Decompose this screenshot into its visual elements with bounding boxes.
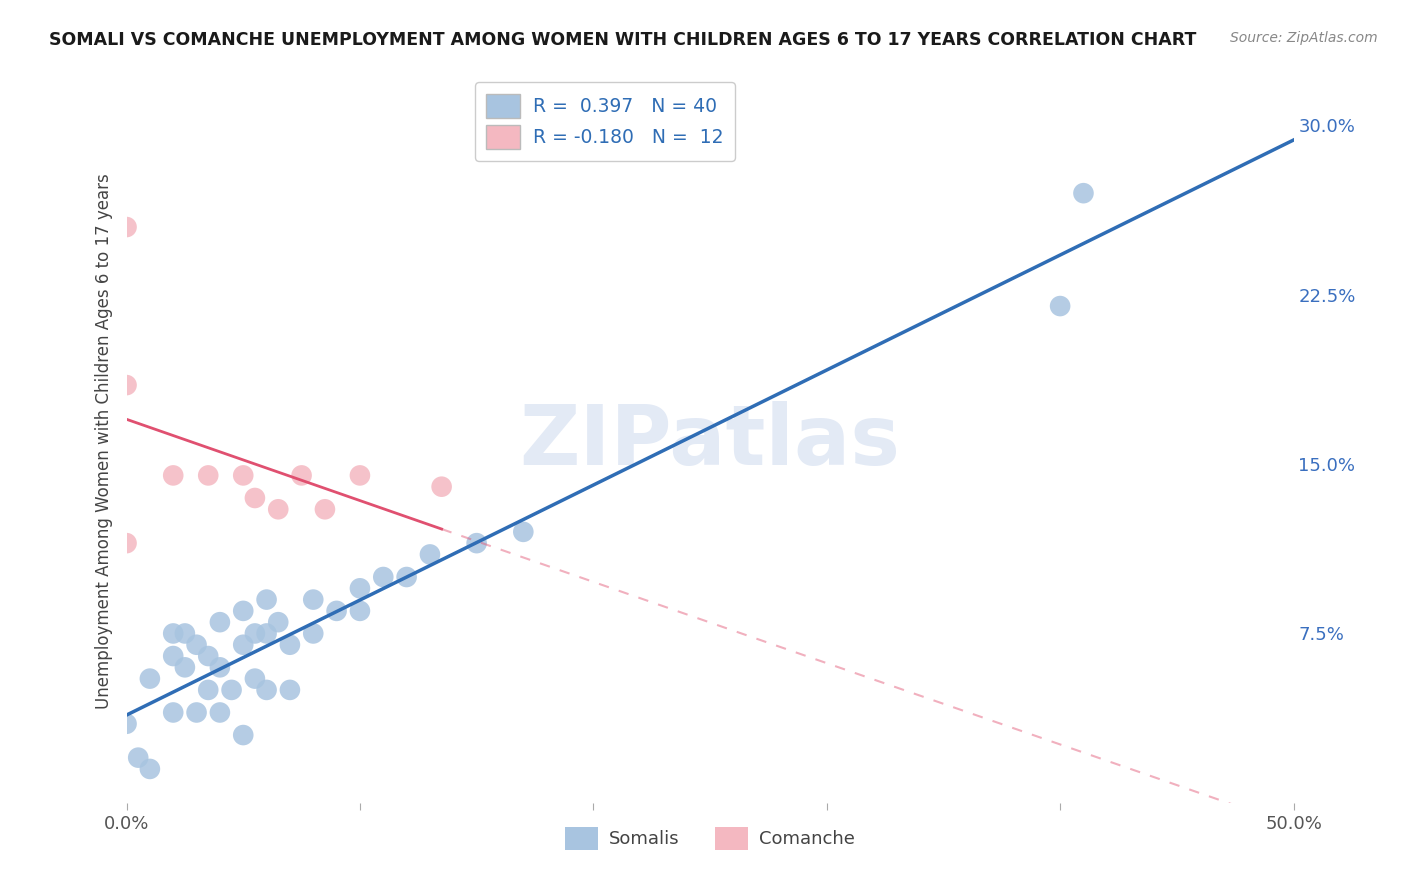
Point [197, 682, 219, 697]
Point [115, 220, 138, 235]
Point [349, 468, 371, 483]
Point [115, 716, 138, 731]
Point [162, 626, 184, 640]
Point [465, 536, 488, 550]
Point [162, 468, 184, 483]
Point [162, 706, 184, 720]
Point [243, 672, 266, 686]
Text: SOMALI VS COMANCHE UNEMPLOYMENT AMONG WOMEN WITH CHILDREN AGES 6 TO 17 YEARS COR: SOMALI VS COMANCHE UNEMPLOYMENT AMONG WO… [49, 31, 1197, 49]
Point [221, 682, 243, 697]
Point [1073, 186, 1095, 201]
Point [186, 706, 208, 720]
Text: ZIPatlas: ZIPatlas [520, 401, 900, 482]
Point [267, 615, 290, 630]
Point [232, 638, 254, 652]
Point [302, 626, 325, 640]
Point [395, 570, 418, 584]
Point [139, 762, 162, 776]
Point [232, 604, 254, 618]
Point [162, 648, 184, 663]
Point [174, 626, 197, 640]
Point [197, 648, 219, 663]
Point [174, 660, 197, 674]
Point [278, 682, 301, 697]
Point [325, 604, 347, 618]
Point [290, 468, 312, 483]
Point [1049, 299, 1071, 313]
Point [243, 626, 266, 640]
Point [208, 615, 231, 630]
Point [243, 491, 266, 505]
Y-axis label: Unemployment Among Women with Children Ages 6 to 17 years: Unemployment Among Women with Children A… [94, 174, 112, 709]
Point [139, 672, 162, 686]
Point [302, 592, 325, 607]
Point [349, 582, 371, 596]
Legend: Somalis, Comanche: Somalis, Comanche [557, 818, 863, 859]
Point [232, 728, 254, 742]
Point [186, 638, 208, 652]
Point [278, 638, 301, 652]
Point [419, 548, 441, 562]
Point [314, 502, 336, 516]
Point [256, 626, 278, 640]
Point [512, 524, 534, 539]
Point [208, 706, 231, 720]
Point [256, 592, 278, 607]
Point [208, 660, 231, 674]
Point [267, 502, 290, 516]
Point [127, 750, 149, 764]
Point [232, 468, 254, 483]
Point [115, 378, 138, 392]
Point [430, 480, 453, 494]
Point [256, 682, 278, 697]
Point [197, 468, 219, 483]
Point [349, 604, 371, 618]
Text: Source: ZipAtlas.com: Source: ZipAtlas.com [1230, 31, 1378, 45]
Point [373, 570, 395, 584]
Point [115, 536, 138, 550]
